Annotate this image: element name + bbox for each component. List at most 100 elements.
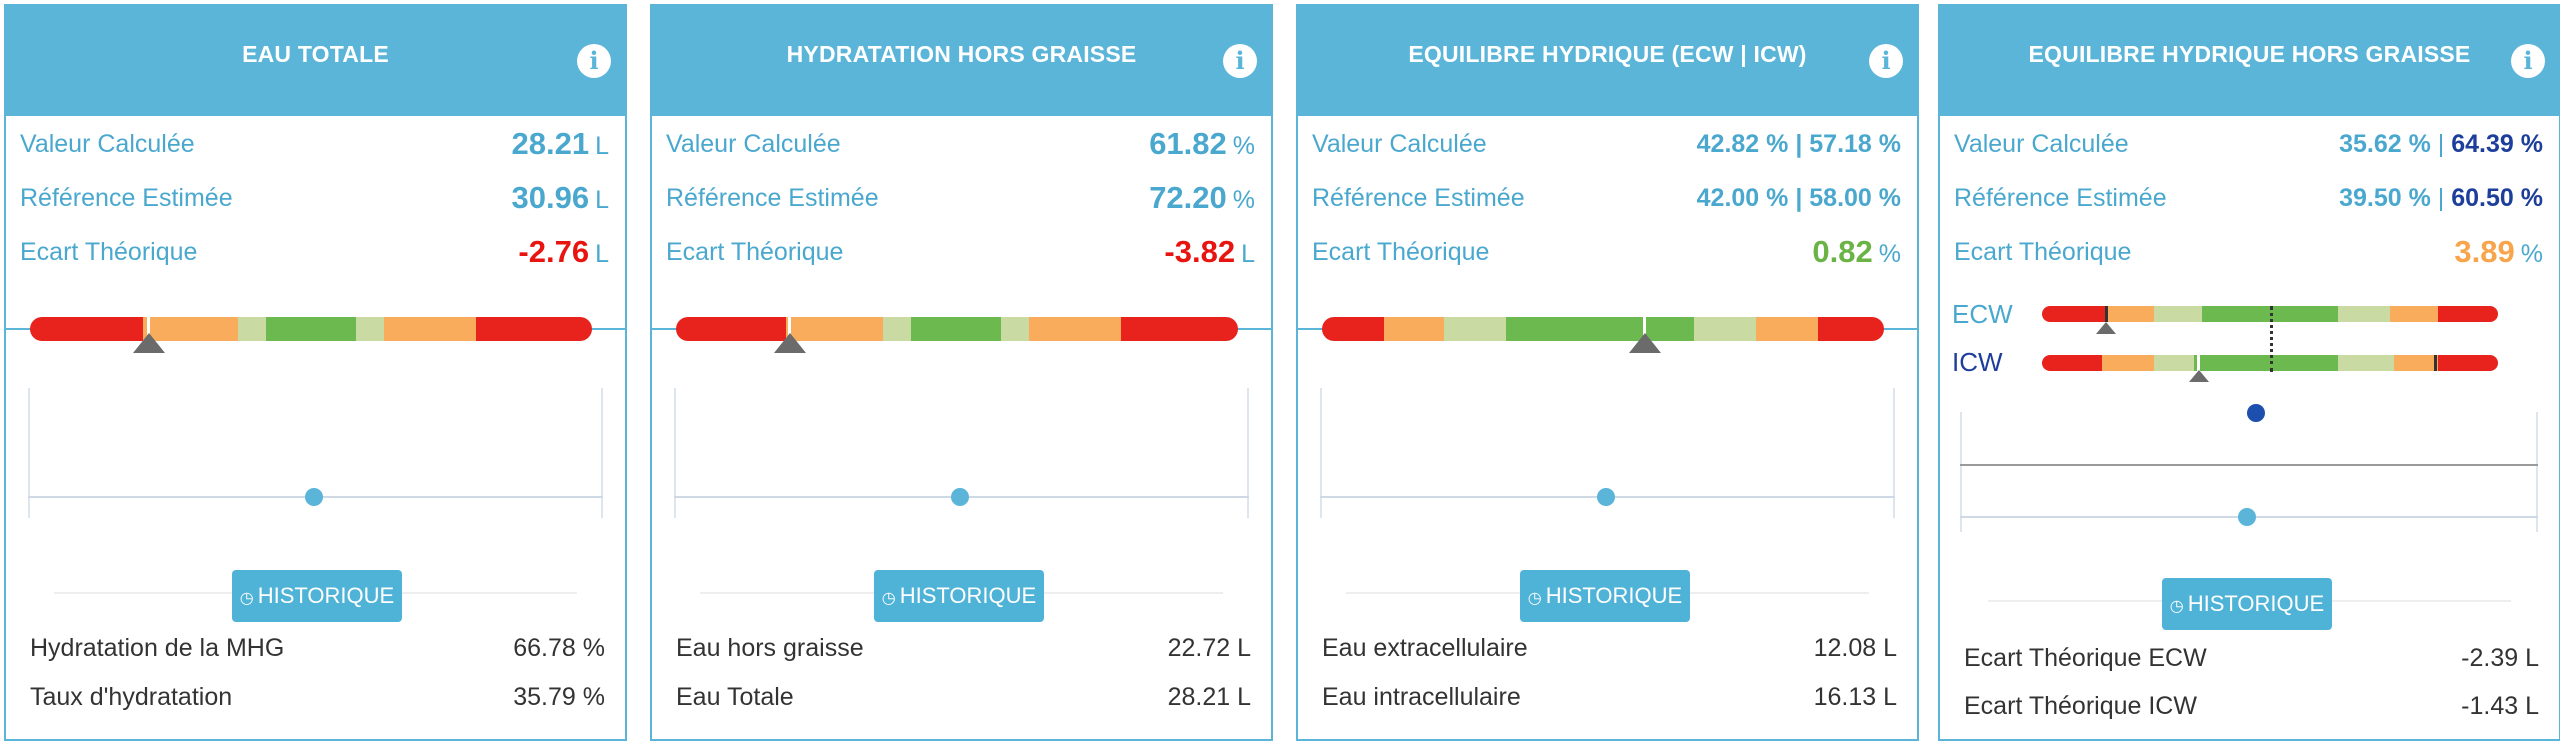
card-header: HYDRATATION HORS GRAISSE i xyxy=(652,6,1271,116)
gauge-pointer-stem xyxy=(788,317,791,335)
metric-row-valeur: Valeur Calculée 28.21 L xyxy=(20,126,609,161)
footer-label: Eau intracellulaire xyxy=(1322,683,1521,711)
metric-value: -3.82 L xyxy=(1164,234,1255,269)
icw-pointer-stem xyxy=(2197,355,2200,371)
metric-value: 35.62 % | 64.39 % xyxy=(2339,130,2543,158)
card-header: EQUILIBRE HYDRIQUE (ECW | ICW) i xyxy=(1298,6,1917,116)
metric-label: Ecart Théorique xyxy=(666,238,844,266)
info-icon[interactable]: i xyxy=(1869,44,1903,78)
footer-row: Eau intracellulaire 16.13 L xyxy=(1322,683,1897,717)
footer-value: 35.79 % xyxy=(513,683,605,711)
gauge-pointer-stem xyxy=(147,317,150,335)
footer-row: Ecart Théorique ECW -2.39 L xyxy=(1964,644,2539,678)
metric-label: Ecart Théorique xyxy=(1954,238,2132,266)
metric-label: Référence Estimée xyxy=(666,184,879,212)
footer-row: Eau hors graisse 22.72 L xyxy=(676,634,1251,668)
metric-row-ecart: Ecart Théorique 3.89% xyxy=(1954,234,2543,269)
metric-value: -2.76 L xyxy=(518,234,609,269)
gauge-pointer xyxy=(1629,333,1661,353)
historique-button[interactable]: ◷ HISTORIQUE xyxy=(2162,578,2332,630)
metric-value: 61.82% xyxy=(1149,126,1255,161)
card-equilibre-hydrique-hors-graisse: EQUILIBRE HYDRIQUE HORS GRAISSE i Valeur… xyxy=(1938,4,2560,741)
range-gauge xyxy=(676,317,1238,341)
chart-point[interactable] xyxy=(1597,488,1615,506)
info-icon[interactable]: i xyxy=(2511,44,2545,78)
card-title: HYDRATATION HORS GRAISSE xyxy=(786,41,1137,67)
metric-value: 0.82% xyxy=(1812,234,1901,269)
metric-value: 3.89% xyxy=(2454,234,2543,269)
historique-button[interactable]: ◷ HISTORIQUE xyxy=(232,570,402,622)
footer-value: 66.78 % xyxy=(513,634,605,662)
history-chart xyxy=(674,388,1249,518)
metric-value: 39.50 % | 60.50 % xyxy=(2339,184,2543,212)
range-gauge xyxy=(1322,317,1884,341)
metric-row-valeur: Valeur Calculée 35.62 % | 64.39 % xyxy=(1954,126,2543,160)
metric-row-ecart: Ecart Théorique -3.82 L xyxy=(666,234,1255,269)
footer-row: Hydratation de la MHG 66.78 % xyxy=(30,634,605,668)
history-icon: ◷ xyxy=(239,590,254,607)
ecw-label: ECW xyxy=(1952,299,2013,329)
chart-point[interactable] xyxy=(305,488,323,506)
icw-marker xyxy=(2434,355,2437,371)
gauge-pointer xyxy=(774,333,806,353)
historique-button[interactable]: ◷ HISTORIQUE xyxy=(874,570,1044,622)
chart-point[interactable] xyxy=(951,488,969,506)
metric-row-valeur: Valeur Calculée 61.82% xyxy=(666,126,1255,161)
metric-row-reference: Référence Estimée 30.96 L xyxy=(20,180,609,215)
history-icon: ◷ xyxy=(881,590,896,607)
metric-value: 42.82 % | 57.18 % xyxy=(1696,130,1901,158)
ecw-marker xyxy=(2105,306,2108,322)
metric-label: Ecart Théorique xyxy=(1312,238,1490,266)
metric-label: Référence Estimée xyxy=(1954,184,2167,212)
footer-label: Ecart Théorique ICW xyxy=(1964,692,2197,720)
footer-row: Ecart Théorique ICW -1.43 L xyxy=(1964,692,2539,726)
card-header: EQUILIBRE HYDRIQUE HORS GRAISSE i xyxy=(1940,6,2559,116)
card-header: EAU TOTALE i xyxy=(6,6,625,116)
footer-label: Taux d'hydratation xyxy=(30,683,233,711)
chart-point-ecw[interactable] xyxy=(2238,508,2256,526)
footer-value: 12.08 L xyxy=(1813,634,1897,662)
history-chart xyxy=(1320,388,1895,518)
card-title: EQUILIBRE HYDRIQUE HORS GRAISSE xyxy=(2028,41,2471,67)
icw-pointer xyxy=(2189,370,2209,382)
metric-value: 30.96 L xyxy=(511,180,609,215)
card-equilibre-hydrique: EQUILIBRE HYDRIQUE (ECW | ICW) i Valeur … xyxy=(1296,4,1919,741)
metric-value: 72.20% xyxy=(1149,180,1255,215)
footer-value: 22.72 L xyxy=(1167,634,1251,662)
metric-value: 42.00 % | 58.00 % xyxy=(1696,184,1901,212)
metric-label: Valeur Calculée xyxy=(20,130,195,158)
ecw-gauge xyxy=(2042,306,2498,322)
footer-label: Eau extracellulaire xyxy=(1322,634,1528,662)
icw-gauge xyxy=(2042,355,2498,371)
info-icon[interactable]: i xyxy=(577,44,611,78)
metric-row-reference: Référence Estimée 72.20% xyxy=(666,180,1255,215)
metric-row-reference: Référence Estimée 42.00 % | 58.00 % xyxy=(1312,180,1901,214)
metric-label: Valeur Calculée xyxy=(666,130,841,158)
ecw-pointer xyxy=(2096,322,2116,334)
footer-row: Eau extracellulaire 12.08 L xyxy=(1322,634,1897,668)
metric-label: Valeur Calculée xyxy=(1954,130,2129,158)
footer-label: Ecart Théorique ECW xyxy=(1964,644,2207,672)
range-gauge xyxy=(30,317,592,341)
reference-dotted-line xyxy=(2270,306,2273,372)
footer-label: Eau hors graisse xyxy=(676,634,864,662)
info-icon[interactable]: i xyxy=(1223,44,1257,78)
footer-value: 28.21 L xyxy=(1167,683,1251,711)
history-icon: ◷ xyxy=(2169,598,2184,615)
metric-value: 28.21 L xyxy=(511,126,609,161)
chart-point-icw[interactable] xyxy=(2247,404,2265,422)
metric-label: Référence Estimée xyxy=(1312,184,1525,212)
history-chart xyxy=(28,388,603,518)
history-icon: ◷ xyxy=(1527,590,1542,607)
history-chart xyxy=(1960,412,2538,532)
card-eau-totale: EAU TOTALE i Valeur Calculée 28.21 L Réfé… xyxy=(4,4,627,741)
footer-value: -1.43 L xyxy=(2461,692,2539,720)
icw-label: ICW xyxy=(1952,347,2003,377)
historique-button[interactable]: ◷ HISTORIQUE xyxy=(1520,570,1690,622)
metric-label: Valeur Calculée xyxy=(1312,130,1487,158)
footer-row: Eau Totale 28.21 L xyxy=(676,683,1251,717)
footer-label: Eau Totale xyxy=(676,683,794,711)
card-hydratation-hors-graisse: HYDRATATION HORS GRAISSE i Valeur Calcul… xyxy=(650,4,1273,741)
metric-row-reference: Référence Estimée 39.50 % | 60.50 % xyxy=(1954,180,2543,214)
footer-label: Hydratation de la MHG xyxy=(30,634,285,662)
